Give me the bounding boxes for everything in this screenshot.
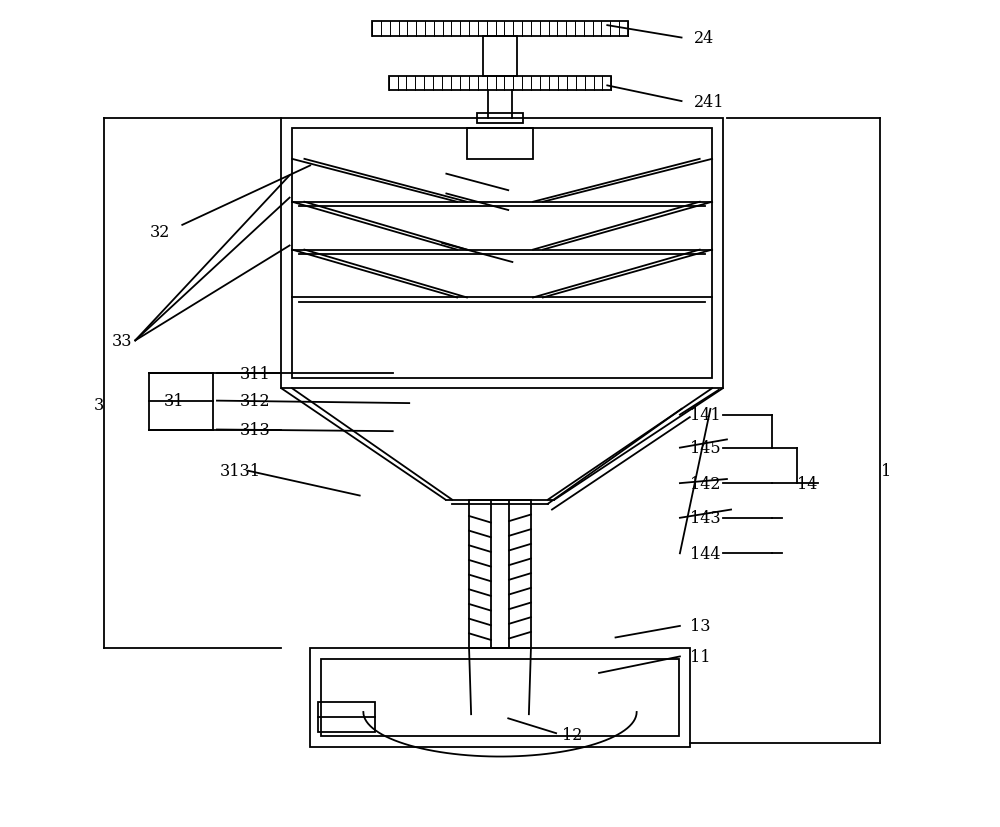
Text: 3131: 3131 (219, 462, 260, 480)
Bar (310, 648, 690, 748)
Text: 1: 1 (881, 462, 892, 480)
Text: 32: 32 (149, 223, 170, 241)
Text: 24: 24 (694, 30, 714, 47)
Bar (477, 113, 523, 123)
Text: 11: 11 (690, 648, 710, 665)
Text: 12: 12 (562, 726, 582, 743)
Text: 3: 3 (94, 397, 104, 414)
Bar (372, 22, 628, 37)
Text: 143: 143 (690, 509, 720, 527)
Text: 313: 313 (240, 422, 271, 438)
Bar (281, 118, 723, 389)
Text: 141: 141 (690, 407, 720, 423)
Bar (491, 500, 509, 648)
Bar (318, 702, 375, 733)
Text: 31: 31 (163, 393, 184, 409)
Text: 142: 142 (690, 475, 720, 492)
Text: 144: 144 (690, 545, 720, 562)
Text: 14: 14 (797, 475, 817, 492)
Text: 311: 311 (240, 366, 271, 382)
Bar (389, 77, 611, 90)
Bar (483, 37, 517, 77)
Text: 33: 33 (112, 332, 133, 350)
Bar (469, 500, 531, 648)
Bar (321, 659, 679, 737)
Text: 13: 13 (690, 618, 710, 634)
Text: 312: 312 (240, 393, 271, 409)
Bar (467, 129, 533, 160)
Bar (292, 129, 712, 378)
Text: 241: 241 (694, 93, 724, 111)
Text: 145: 145 (690, 440, 720, 457)
